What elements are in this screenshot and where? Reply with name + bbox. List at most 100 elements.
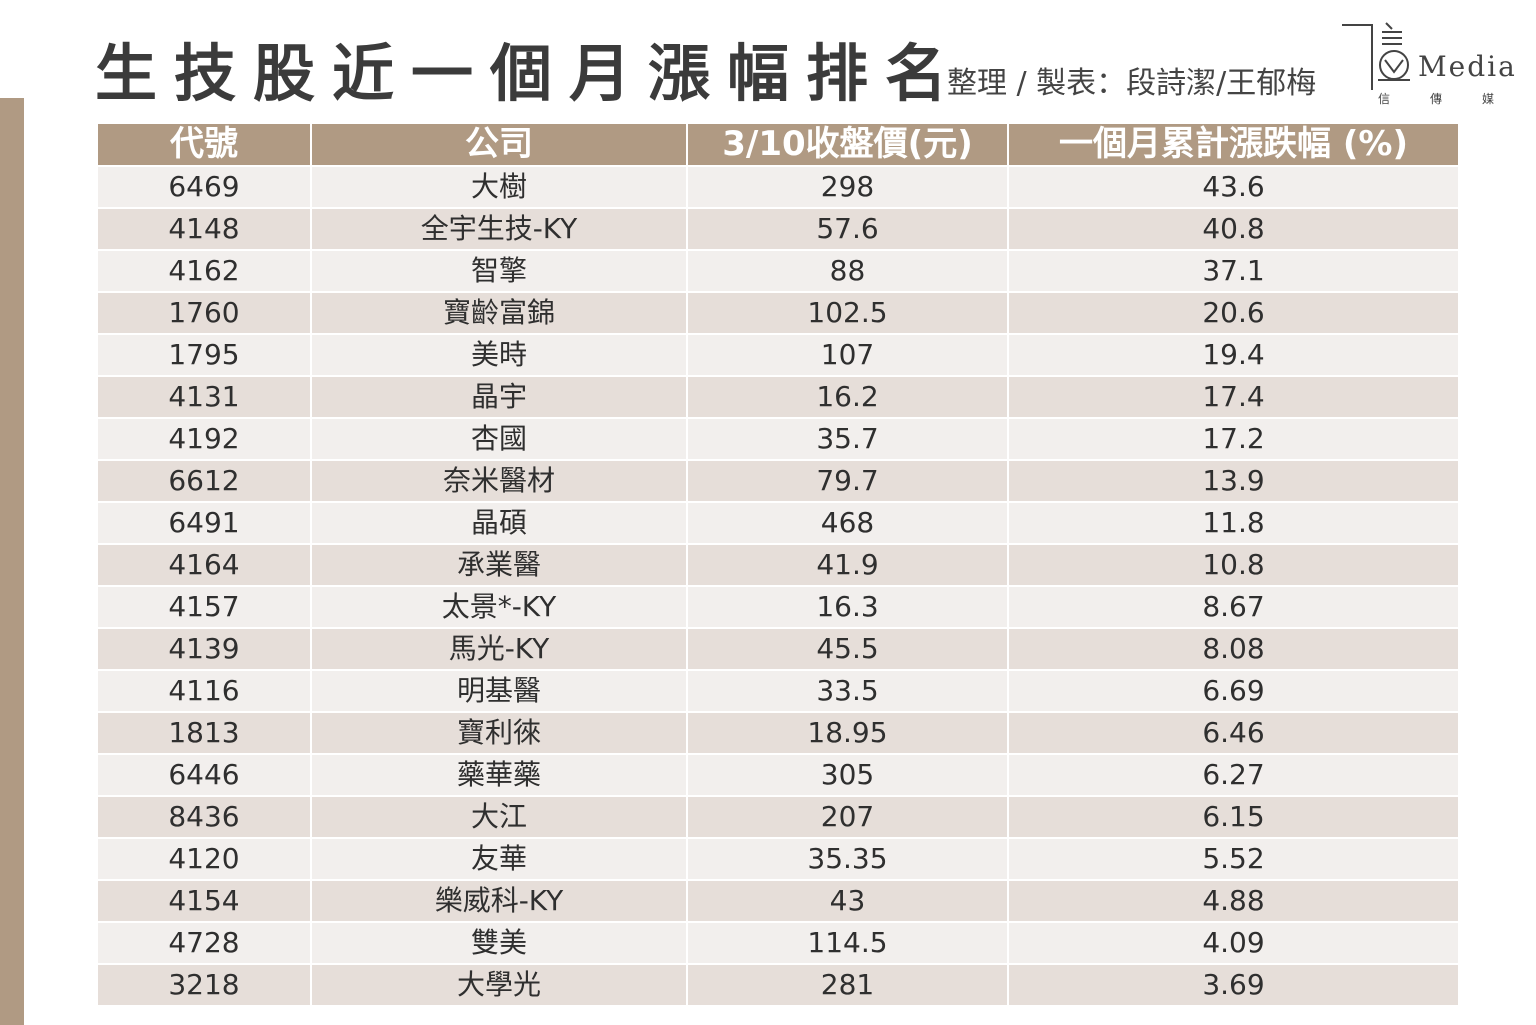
- cell-code: 4139: [98, 627, 312, 670]
- cell-company: 晶碩: [311, 501, 688, 544]
- cell-monthly-change: 6.27: [1008, 753, 1458, 796]
- table-row: 4131 晶宇 16.2 17.4: [98, 375, 1458, 418]
- cell-company: 杏國: [311, 417, 688, 460]
- cell-company: 馬光-KY: [311, 627, 688, 670]
- cell-company: 大江: [311, 795, 688, 838]
- cell-code: 4116: [98, 669, 312, 712]
- cell-code: 4131: [98, 375, 312, 418]
- table-row: 4120 友華 35.35 5.52: [98, 837, 1458, 880]
- cell-company: 太景*-KY: [311, 585, 688, 628]
- table-row: 6491 晶碩 468 11.8: [98, 501, 1458, 544]
- cell-monthly-change: 19.4: [1008, 333, 1458, 376]
- cell-close-price: 281: [687, 963, 1009, 1005]
- cell-monthly-change: 10.8: [1008, 543, 1458, 586]
- cell-code: 6612: [98, 459, 312, 502]
- table-row: 4139 馬光-KY 45.5 8.08: [98, 627, 1458, 670]
- table-row: 6446 藥華藥 305 6.27: [98, 753, 1458, 796]
- cell-monthly-change: 4.88: [1008, 879, 1458, 922]
- cell-company: 寶齡富錦: [311, 291, 688, 334]
- cell-code: 4148: [98, 207, 312, 250]
- cell-company: 友華: [311, 837, 688, 880]
- cell-code: 4162: [98, 249, 312, 292]
- logo-text: Media: [1418, 50, 1517, 83]
- header-code: 代號: [98, 124, 312, 166]
- cell-close-price: 35.35: [687, 837, 1009, 880]
- cell-monthly-change: 3.69: [1008, 963, 1458, 1005]
- cell-monthly-change: 8.67: [1008, 585, 1458, 628]
- cell-company: 全宇生技-KY: [311, 207, 688, 250]
- cell-code: 4164: [98, 543, 312, 586]
- cell-close-price: 102.5: [687, 291, 1009, 334]
- cell-code: 4120: [98, 837, 312, 880]
- cell-close-price: 107: [687, 333, 1009, 376]
- cell-close-price: 16.2: [687, 375, 1009, 418]
- cell-company: 大樹: [311, 165, 688, 208]
- cell-close-price: 114.5: [687, 921, 1009, 964]
- table-row: 6612 奈米醫材 79.7 13.9: [98, 459, 1458, 502]
- table-row: 4164 承業醫 41.9 10.8: [98, 543, 1458, 586]
- cell-company: 大學光: [311, 963, 688, 1005]
- table-row: 4162 智擎 88 37.1: [98, 249, 1458, 292]
- cell-close-price: 298: [687, 165, 1009, 208]
- cell-monthly-change: 5.52: [1008, 837, 1458, 880]
- left-accent-bar: [0, 98, 24, 1025]
- logo-wordmark: Media: [1380, 50, 1517, 83]
- cell-close-price: 35.7: [687, 417, 1009, 460]
- cell-close-price: 79.7: [687, 459, 1009, 502]
- table-header-row: 代號 公司 3/10收盤價(元) 一個月累計漲跌幅 (%): [98, 124, 1458, 166]
- table-row: 4148 全宇生技-KY 57.6 40.8: [98, 207, 1458, 250]
- cell-code: 4157: [98, 585, 312, 628]
- cell-close-price: 57.6: [687, 207, 1009, 250]
- media-logo-icon: [1342, 22, 1410, 90]
- cell-company: 明基醫: [311, 669, 688, 712]
- table-row: 6469 大樹 298 43.6: [98, 165, 1458, 208]
- cell-close-price: 43: [687, 879, 1009, 922]
- cell-code: 6469: [98, 165, 312, 208]
- ranking-table: 代號 公司 3/10收盤價(元) 一個月累計漲跌幅 (%) 6469 大樹 298 4…: [98, 124, 1458, 1005]
- cell-company: 奈米醫材: [311, 459, 688, 502]
- table-body: 6469 大樹 298 43.6 4148 全宇生技-KY 57.6 40.8 4162 智擎 88…: [98, 165, 1458, 1005]
- cell-monthly-change: 6.15: [1008, 795, 1458, 838]
- cell-code: 1813: [98, 711, 312, 754]
- cell-code: 6491: [98, 501, 312, 544]
- cell-code: 3218: [98, 963, 312, 1005]
- table-row: 4116 明基醫 33.5 6.69: [98, 669, 1458, 712]
- cell-monthly-change: 43.6: [1008, 165, 1458, 208]
- page-title: 生技股近一個月漲幅排名: [95, 37, 965, 110]
- cell-monthly-change: 20.6: [1008, 291, 1458, 334]
- cell-code: 1795: [98, 333, 312, 376]
- cell-monthly-change: 17.2: [1008, 417, 1458, 460]
- table-row: 4192 杏國 35.7 17.2: [98, 417, 1458, 460]
- cell-monthly-change: 17.4: [1008, 375, 1458, 418]
- cell-close-price: 18.95: [687, 711, 1009, 754]
- cell-monthly-change: 37.1: [1008, 249, 1458, 292]
- cell-close-price: 16.3: [687, 585, 1009, 628]
- cell-monthly-change: 8.08: [1008, 627, 1458, 670]
- cell-close-price: 88: [687, 249, 1009, 292]
- table-row: 4154 樂威科-KY 43 4.88: [98, 879, 1458, 922]
- cell-code: 6446: [98, 753, 312, 796]
- table-row: 4728 雙美 114.5 4.09: [98, 921, 1458, 964]
- cell-close-price: 33.5: [687, 669, 1009, 712]
- cell-code: 4728: [98, 921, 312, 964]
- cell-monthly-change: 13.9: [1008, 459, 1458, 502]
- logo-subtitle: 信傳媒: [1378, 92, 1535, 106]
- cell-code: 1760: [98, 291, 312, 334]
- cell-close-price: 305: [687, 753, 1009, 796]
- cell-close-price: 41.9: [687, 543, 1009, 586]
- header-close-price: 3/10收盤價(元): [687, 124, 1009, 166]
- cell-code: 4192: [98, 417, 312, 460]
- table-row: 4157 太景*-KY 16.3 8.67: [98, 585, 1458, 628]
- header-company: 公司: [311, 124, 688, 166]
- cell-close-price: 207: [687, 795, 1009, 838]
- table-row: 3218 大學光 281 3.69: [98, 963, 1458, 1005]
- cell-code: 8436: [98, 795, 312, 838]
- cell-monthly-change: 6.46: [1008, 711, 1458, 754]
- cell-monthly-change: 40.8: [1008, 207, 1458, 250]
- cell-company: 寶利徠: [311, 711, 688, 754]
- cell-company: 雙美: [311, 921, 688, 964]
- cell-close-price: 45.5: [687, 627, 1009, 670]
- cell-company: 美時: [311, 333, 688, 376]
- table-row: 1760 寶齡富錦 102.5 20.6: [98, 291, 1458, 334]
- cell-monthly-change: 6.69: [1008, 669, 1458, 712]
